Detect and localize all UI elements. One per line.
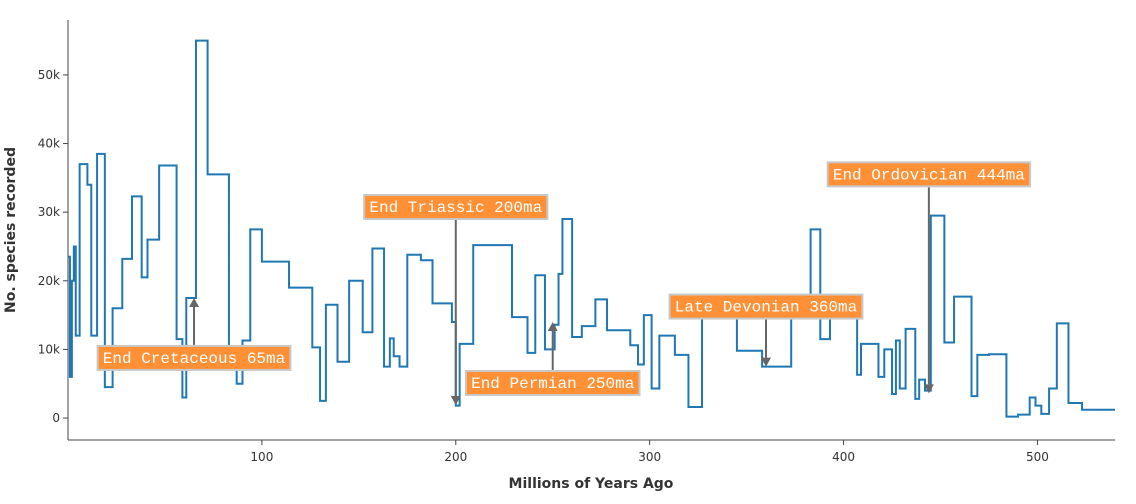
annotation: End Cretaceous 65ma [96, 297, 292, 371]
arrow-head [547, 321, 558, 331]
arrow-head [761, 357, 771, 367]
annotation: End Permian 250ma [464, 321, 641, 396]
arrow-head [189, 297, 200, 307]
y-tick-label: 0 [52, 411, 60, 425]
y-tick-label: 50k [38, 68, 60, 82]
x-axis-title: Millions of Years Ago [509, 476, 674, 492]
y-axis-title: No. species recorded [3, 147, 19, 313]
arrow-head [923, 384, 934, 394]
arrow-head [450, 396, 461, 405]
x-tick-label: 200 [444, 450, 467, 464]
annotation-text: End Permian 250ma [471, 375, 635, 393]
y-tick-label: 10k [38, 342, 60, 356]
annotation-text: End Triassic 200ma [369, 199, 542, 217]
annotation-text: Late Devonian 360ma [675, 299, 858, 317]
y-tick-label: 20k [38, 274, 60, 288]
y-tick-label: 40k [38, 137, 60, 151]
x-tick-label: 400 [832, 450, 855, 464]
annotation: Late Devonian 360ma [668, 293, 864, 367]
annotation-box [96, 344, 292, 371]
annotation: End Triassic 200ma [363, 194, 549, 405]
data-line [68, 39, 1115, 418]
annotation-text: End Ordovician 444ma [833, 166, 1025, 184]
x-tick-label: 500 [1026, 450, 1049, 464]
annotation: End Ordovician 444ma [826, 161, 1032, 394]
x-tick-label: 300 [638, 450, 661, 464]
x-tick-label: 100 [250, 450, 273, 464]
annotation-box [464, 369, 641, 396]
annotation-box [826, 161, 1032, 188]
annotation-box [668, 293, 864, 320]
y-tick-label: 30k [38, 205, 60, 219]
annotation-text: End Cretaceous 65ma [103, 350, 286, 368]
annotation-box [363, 194, 549, 220]
